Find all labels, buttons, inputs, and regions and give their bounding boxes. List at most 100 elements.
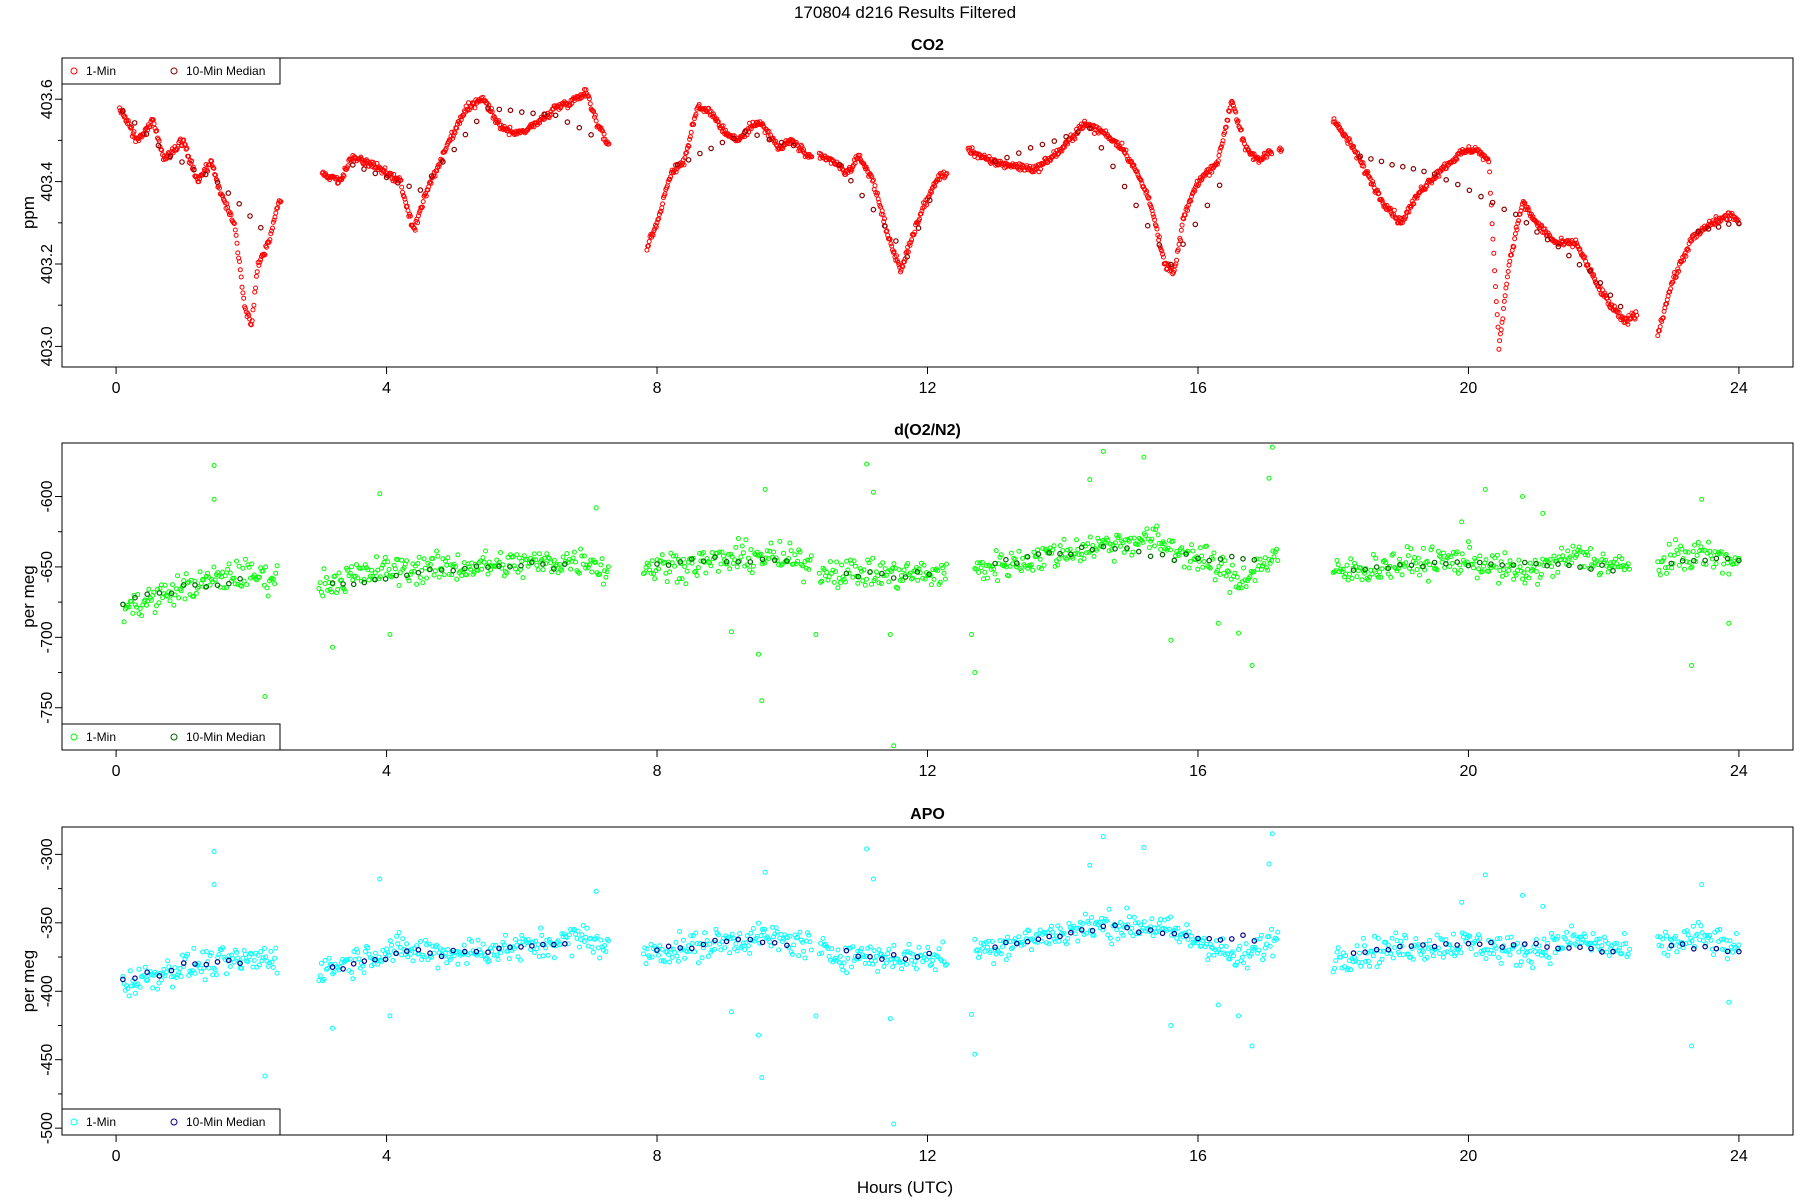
point-10min-median xyxy=(518,944,524,950)
point-1min xyxy=(733,941,739,947)
point-1min xyxy=(400,936,406,942)
point-1min xyxy=(1188,198,1194,204)
point-1min xyxy=(126,604,132,610)
point-1min xyxy=(694,573,700,578)
point-1min xyxy=(1243,941,1249,947)
y-tick-label: -500 xyxy=(39,1112,56,1144)
point-1min xyxy=(1675,266,1681,272)
point-1min xyxy=(1207,565,1213,571)
point-1min xyxy=(447,956,453,962)
point-1min xyxy=(1724,216,1730,222)
point-10min-median xyxy=(1668,942,1675,949)
point-1min xyxy=(895,585,901,591)
point-1min xyxy=(942,962,948,968)
point-1min xyxy=(727,950,733,956)
point-1min xyxy=(1450,931,1456,937)
point-1min xyxy=(752,938,758,944)
point-1min xyxy=(748,126,754,132)
point-1min xyxy=(1117,543,1123,549)
point-1min xyxy=(979,946,985,952)
point-1min xyxy=(1433,566,1439,572)
point-1min xyxy=(1616,945,1622,951)
point-1min xyxy=(1155,532,1161,538)
point-1min xyxy=(389,942,395,948)
point-1min xyxy=(1032,939,1038,945)
point-1min xyxy=(1520,946,1525,952)
point-10min-median xyxy=(771,939,778,946)
point-1min xyxy=(270,965,276,970)
point-10min-median xyxy=(529,559,535,566)
point-1min xyxy=(1332,569,1337,575)
point-10min-median xyxy=(192,961,198,967)
point-1min xyxy=(184,145,190,151)
point-10min-median xyxy=(879,956,885,962)
point-1min xyxy=(659,946,665,952)
point-1min-outlier xyxy=(1482,872,1488,878)
point-1min xyxy=(1491,951,1497,957)
point-1min xyxy=(1684,928,1690,934)
point-1min xyxy=(320,593,326,599)
legend-label-median: 10-Min Median xyxy=(186,730,265,744)
point-1min-outlier xyxy=(1540,510,1546,516)
panel-title: APO xyxy=(910,806,945,823)
point-1min xyxy=(367,955,373,961)
point-1min xyxy=(1044,160,1050,166)
point-1min xyxy=(872,183,878,189)
point-10min-median xyxy=(914,569,921,575)
point-1min xyxy=(807,557,813,563)
point-10min-median xyxy=(1726,221,1732,227)
point-1min xyxy=(1373,555,1379,561)
point-1min xyxy=(683,581,689,587)
point-1min xyxy=(723,933,729,939)
point-10min-median xyxy=(992,944,998,951)
point-1min xyxy=(919,208,925,214)
point-1min xyxy=(1694,931,1700,937)
point-1min xyxy=(345,957,351,962)
point-1min xyxy=(419,205,425,211)
x-tick-label: 0 xyxy=(112,1148,121,1165)
point-1min-outlier xyxy=(387,1013,393,1019)
point-1min xyxy=(768,943,774,949)
point-1min xyxy=(555,570,561,576)
point-1min xyxy=(1010,561,1016,567)
point-1min xyxy=(498,550,503,555)
point-1min xyxy=(1040,546,1046,551)
point-1min xyxy=(759,926,765,932)
point-10min-median xyxy=(1112,922,1118,929)
point-1min xyxy=(470,948,476,954)
point-1min xyxy=(1616,554,1622,559)
x-tick-label: 12 xyxy=(919,763,937,780)
panel-title: CO2 xyxy=(911,37,944,54)
point-1min xyxy=(1525,205,1531,210)
point-1min xyxy=(539,932,545,938)
point-1min xyxy=(327,587,333,592)
point-1min xyxy=(1085,541,1091,547)
point-1min xyxy=(921,562,927,568)
point-1min xyxy=(1370,552,1376,557)
point-1min xyxy=(864,954,869,959)
y-tick-label: -600 xyxy=(39,480,56,512)
point-1min xyxy=(992,946,998,952)
point-1min xyxy=(272,955,278,961)
point-1min xyxy=(1567,554,1573,560)
point-1min xyxy=(414,581,420,587)
point-1min xyxy=(806,932,812,938)
point-1min xyxy=(870,961,876,967)
point-1min xyxy=(349,564,354,570)
point-10min-median xyxy=(1087,125,1093,132)
point-1min xyxy=(585,564,591,570)
point-1min xyxy=(1062,555,1068,561)
point-1min xyxy=(750,563,756,569)
point-1min xyxy=(1140,539,1146,545)
point-1min xyxy=(357,565,363,571)
point-1min xyxy=(700,945,706,951)
point-1min xyxy=(1117,919,1123,925)
point-1min xyxy=(1692,542,1697,548)
point-10min-median xyxy=(461,948,468,955)
point-1min xyxy=(1506,262,1512,268)
point-1min xyxy=(1520,576,1525,582)
point-1min xyxy=(1721,936,1727,942)
point-1min xyxy=(399,557,405,563)
point-10min-median xyxy=(257,224,264,231)
point-1min xyxy=(559,931,565,937)
